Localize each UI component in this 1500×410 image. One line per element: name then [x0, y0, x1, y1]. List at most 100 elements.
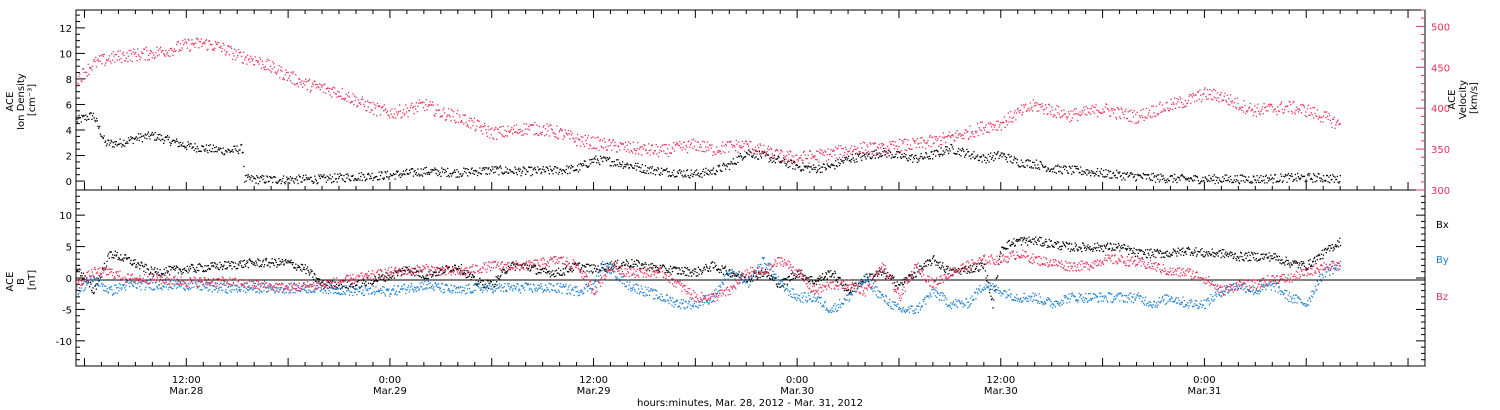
velocity-series-point	[571, 132, 573, 134]
velocity-series-point	[234, 59, 237, 61]
density-series-point	[1184, 176, 1186, 178]
density-series-point	[1300, 177, 1302, 179]
velocity-series-point	[468, 120, 470, 122]
bx-series-point	[387, 274, 389, 276]
density-series-point	[1152, 172, 1154, 174]
bx-series-point	[173, 265, 175, 267]
density-series-point	[319, 177, 321, 180]
velocity-series-point	[154, 56, 156, 58]
density-series-point	[764, 155, 767, 157]
x-tick-label: Mar.28	[169, 386, 203, 397]
velocity-series-point	[385, 108, 387, 110]
density-series-point	[888, 155, 890, 157]
velocity-series-point	[1009, 111, 1012, 113]
density-series-point	[408, 169, 411, 171]
density-series-point	[1074, 165, 1077, 168]
density-series-point	[976, 156, 978, 158]
bx-series-point	[78, 268, 80, 270]
velocity-series-point	[1200, 101, 1203, 103]
density-series-point	[1067, 172, 1070, 174]
bx-series-point	[716, 269, 718, 271]
velocity-series-point	[348, 96, 350, 98]
velocity-series-point	[681, 149, 683, 151]
density-series-point	[217, 149, 219, 151]
density-series-point	[457, 171, 460, 173]
bx-series-point	[905, 278, 907, 280]
density-series-point	[883, 150, 886, 152]
density-series-point	[804, 166, 806, 168]
velocity-series-point	[1059, 116, 1061, 118]
bx-series-point	[90, 283, 92, 285]
velocity-series-point	[735, 139, 737, 142]
bx-series-point	[107, 253, 110, 255]
bx-series-point	[304, 268, 306, 271]
density-series-point	[878, 152, 880, 154]
bx-series-point	[630, 265, 632, 267]
density-series-point	[487, 168, 489, 170]
velocity-series-point	[624, 146, 626, 148]
density-series-point	[811, 168, 813, 170]
velocity-series-point	[306, 89, 308, 91]
bx-series-point	[302, 268, 304, 270]
velocity-series-point	[253, 64, 256, 66]
velocity-series-point	[612, 140, 614, 142]
bx-series-point	[198, 269, 200, 272]
density-series-point	[259, 180, 261, 183]
velocity-series-point	[1061, 110, 1063, 112]
velocity-series-point	[767, 148, 769, 150]
density-series-point	[1054, 165, 1057, 167]
velocity-series-point	[421, 102, 423, 104]
density-series-point	[841, 160, 844, 162]
density-series-point	[101, 135, 103, 138]
velocity-series-point	[1144, 116, 1146, 118]
velocity-series-point	[169, 48, 172, 50]
density-series-point	[279, 179, 282, 181]
bx-series-point	[264, 258, 266, 260]
velocity-series-point	[1075, 107, 1077, 110]
bx-series-point	[270, 262, 273, 264]
density-series-point	[164, 136, 166, 139]
velocity-series-point	[713, 151, 715, 153]
density-series-point	[952, 148, 954, 150]
bx-series-point	[439, 269, 442, 272]
bx-series-point	[843, 284, 845, 286]
bx-series-point	[893, 276, 895, 278]
density-series-point	[1254, 179, 1256, 181]
bx-series-point	[758, 273, 761, 275]
bx-series-point	[268, 261, 270, 264]
bx-series-point	[603, 268, 605, 270]
density-series-point	[357, 179, 359, 181]
bx-series-point	[662, 264, 664, 266]
density-series-point	[814, 168, 816, 171]
density-series-point	[617, 159, 619, 161]
density-series-point	[977, 154, 979, 156]
density-series-point	[1329, 182, 1331, 184]
velocity-series-point	[760, 152, 763, 155]
velocity-series-point	[909, 148, 911, 150]
density-series-point	[675, 175, 677, 178]
bx-series-point	[385, 272, 387, 274]
bx-series-point	[577, 264, 579, 266]
bx-series-point	[460, 263, 463, 266]
bx-series-point	[188, 270, 190, 272]
bx-series-point	[854, 282, 856, 284]
bx-series-point	[331, 280, 334, 282]
density-series-point	[746, 152, 748, 154]
velocity-series-point	[696, 149, 698, 151]
velocity-series-point	[454, 119, 456, 121]
bx-series-point	[602, 263, 604, 266]
velocity-series-point	[224, 49, 226, 51]
velocity-series-point	[298, 78, 300, 80]
density-series-point	[231, 149, 234, 151]
bx-series-point	[262, 259, 264, 261]
density-series-point	[131, 138, 133, 140]
velocity-series-point	[612, 139, 615, 141]
bx-series-point	[864, 281, 866, 284]
velocity-series-point	[1276, 113, 1278, 116]
velocity-series-point	[744, 141, 747, 143]
velocity-series-point	[585, 139, 587, 142]
bx-series-point	[752, 280, 754, 282]
bx-series-point	[314, 280, 317, 282]
density-series-point	[1166, 181, 1168, 183]
density-series-point	[474, 169, 476, 171]
